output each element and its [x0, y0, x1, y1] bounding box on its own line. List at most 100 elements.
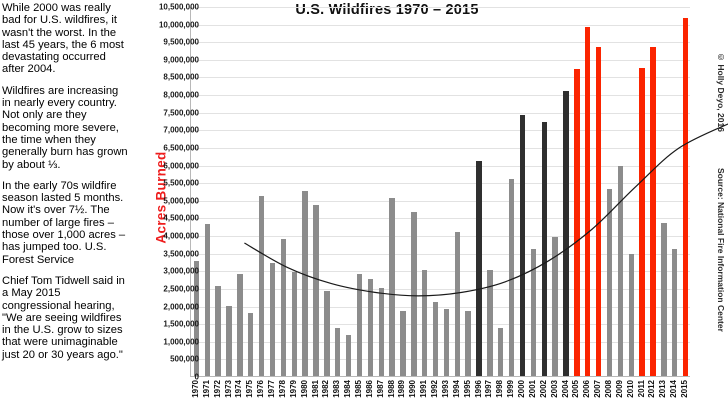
x-axis-tick-label: 2008	[603, 380, 613, 398]
bar-1999	[508, 178, 515, 376]
bar-2005	[574, 69, 580, 376]
gridline	[191, 130, 690, 132]
gridline	[191, 59, 690, 61]
x-axis-tick-label: 2014	[669, 380, 679, 398]
bar-1989	[400, 310, 406, 376]
bar-1981	[313, 205, 319, 376]
x-axis-tick-label: 2013	[658, 380, 668, 398]
chart-area: U.S. Wildfires 1970 – 2015 10,500,000 10,…	[142, 0, 702, 410]
y-axis-tick-label: 500,000	[170, 354, 199, 364]
x-axis-tick-label: 1986	[364, 380, 374, 398]
y-axis-tick-label: 8,500,000	[163, 72, 199, 82]
bar-1987	[378, 287, 384, 376]
bar-2013	[661, 222, 667, 376]
y-axis-tick-label: 1,000,000	[163, 337, 199, 347]
bar-2008	[606, 189, 613, 376]
narrative-text-column: While 2000 was really bad for U.S. wildf…	[2, 2, 130, 408]
gridline	[191, 77, 690, 79]
gridline	[191, 95, 690, 97]
bar-1978	[280, 238, 287, 376]
narrative-paragraph-2: Wildfires are increasing in nearly every…	[2, 84, 128, 171]
bar-1982	[324, 291, 330, 376]
source-attribution: Source: National Fire Information Center	[716, 168, 726, 332]
y-axis-tick-label: 1,500,000	[163, 319, 199, 329]
bar-1975	[248, 312, 254, 376]
x-axis-tick-label: 2011	[636, 380, 646, 398]
gridline	[191, 183, 690, 185]
x-axis-tick-label: 2012	[647, 380, 657, 398]
bar-1972	[215, 286, 221, 376]
x-axis-tick-label: 2015	[680, 380, 690, 398]
bar-1991	[421, 270, 428, 376]
x-axis-tick-label: 1976	[256, 380, 266, 398]
y-axis-tick-label: 2,500,000	[163, 284, 199, 294]
bar-2007	[595, 46, 602, 376]
x-axis-tick-label: 1994	[451, 380, 461, 398]
bar-1973	[226, 305, 232, 376]
y-axis-tick-label: 7,000,000	[163, 125, 199, 135]
y-axis-tick-label: 5,000,000	[163, 196, 199, 206]
x-axis-tick-label: 1975	[245, 380, 255, 398]
x-axis-tick-label: 1979	[288, 380, 298, 398]
bar-1990	[411, 212, 417, 376]
bar-2006	[585, 27, 591, 376]
bar-1970	[193, 261, 200, 376]
bar-1996	[476, 161, 482, 376]
x-axis-tick-label: 1992	[430, 380, 440, 398]
y-axis-tick-label: 7,500,000	[163, 108, 199, 118]
y-axis-tick-label: 8,000,000	[163, 90, 199, 100]
y-axis-tick-label: 6,500,000	[163, 143, 199, 153]
gridline	[191, 218, 690, 220]
x-axis-tick-label: 1984	[343, 380, 353, 398]
bar-2015	[682, 18, 689, 376]
bar-1971	[204, 224, 210, 376]
bar-1977	[269, 263, 276, 376]
bar-1998	[498, 328, 504, 376]
x-axis-tick-label: 2007	[593, 380, 603, 398]
gridline	[191, 288, 690, 290]
bar-1993	[443, 309, 450, 376]
y-axis-tick-label: 2,000,000	[163, 302, 199, 312]
x-axis-tick-label: 2001	[527, 380, 537, 398]
gridline	[191, 147, 690, 149]
bar-1980	[302, 191, 308, 376]
bar-1985	[356, 273, 363, 376]
bar-2001	[530, 249, 537, 376]
y-axis-tick-label: 4,000,000	[163, 231, 199, 241]
x-axis-tick-label: 1974	[234, 380, 244, 398]
x-axis-tick-label: 1971	[201, 380, 211, 398]
bar-2010	[628, 254, 634, 376]
gridline	[191, 306, 690, 308]
x-axis-tick-label: 1973	[223, 380, 233, 398]
bar-1995	[465, 310, 471, 376]
x-axis-tick-label: 1978	[277, 380, 287, 398]
x-axis-tick-label: 1998	[495, 380, 505, 398]
narrative-paragraph-3: In the early 70s wildfire season lasted …	[2, 179, 126, 266]
y-axis-tick-label: 4,500,000	[163, 213, 199, 223]
bar-1984	[345, 335, 352, 376]
bar-2004	[563, 90, 569, 376]
x-axis-tick-label: 1996	[473, 380, 483, 398]
x-axis-tick-label: 2003	[549, 380, 559, 398]
bar-1992	[432, 302, 439, 376]
gridline	[191, 271, 690, 273]
plot-area	[190, 7, 690, 377]
x-axis-tick-label: 1970	[190, 380, 200, 398]
x-axis-tick-label: 2004	[560, 380, 570, 398]
x-axis-tick-label: 1997	[484, 380, 494, 398]
x-axis-tick-label: 1993	[440, 380, 450, 398]
y-axis-tick-label: 5,500,000	[163, 178, 199, 188]
gridline	[191, 165, 690, 167]
narrative-paragraph-1: While 2000 was really bad for U.S. wildf…	[2, 2, 124, 76]
x-axis-tick-label: 1987	[375, 380, 385, 398]
gridline	[191, 341, 690, 343]
x-axis-tick-label: 2000	[517, 380, 527, 398]
x-axis-tick-label: 2009	[614, 380, 624, 398]
bar-1983	[335, 328, 341, 376]
bar-1988	[389, 198, 395, 376]
bar-1979	[291, 272, 297, 376]
bar-2000	[519, 115, 526, 376]
x-axis-tick-label: 2006	[582, 380, 592, 398]
bar-2011	[639, 67, 645, 376]
